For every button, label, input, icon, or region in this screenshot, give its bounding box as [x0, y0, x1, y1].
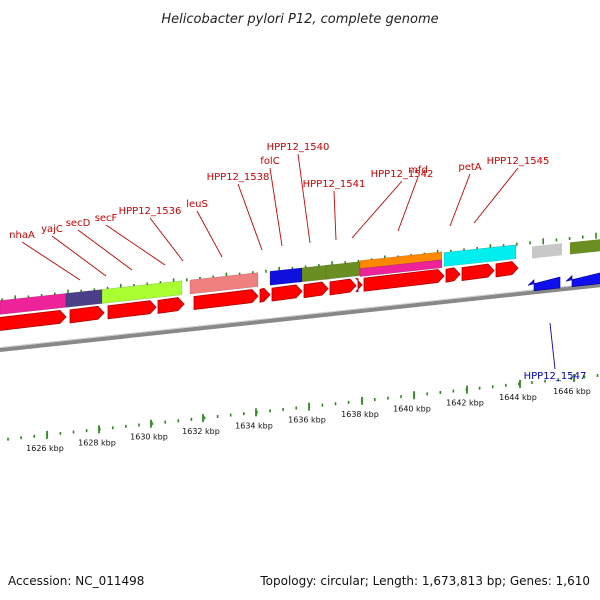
- cog-band-reverse: [570, 239, 600, 255]
- backbone-line: [0, 283, 600, 352]
- gene-label: HPP12_1538: [207, 172, 270, 183]
- backbone-highlight: [0, 282, 600, 348]
- scale-tick-label: 1626 kbp: [26, 444, 64, 453]
- gene-label: HPP12_1541: [303, 179, 366, 190]
- cds-arrow-forward: [0, 309, 67, 331]
- cog-band: [325, 261, 361, 280]
- scale-tick-label: 1640 kbp: [393, 404, 431, 413]
- cog-band: [301, 264, 331, 283]
- scale-tick-label: 1644 kbp: [499, 393, 537, 402]
- gene-leader-line: [105, 224, 166, 266]
- gene-label: folC: [260, 156, 279, 167]
- cds-arrow-reverse: [565, 272, 600, 288]
- gene-leader-line: [549, 322, 556, 370]
- gene-label: HPP12_1542: [371, 169, 434, 180]
- gene-label: nhaA: [9, 230, 35, 241]
- cds-arrow-forward: [259, 287, 271, 303]
- gene-leader-line: [351, 180, 403, 239]
- genome-backbone: [0, 282, 600, 352]
- cds-arrow-forward: [271, 284, 303, 302]
- cds-arrow-forward: [303, 281, 329, 299]
- cog-band: [443, 244, 517, 267]
- scale-tick-label: 1642 kbp: [446, 399, 484, 408]
- gene-label: HPP12_1540: [267, 142, 330, 153]
- cds-arrow-forward: [363, 269, 445, 292]
- cog-band: [189, 272, 259, 295]
- gene-label: leuS: [186, 199, 208, 210]
- gene-leader-line: [397, 176, 419, 232]
- map-title: Helicobacter pylori P12, complete genome: [161, 12, 438, 27]
- cog-band: [65, 289, 103, 308]
- gene-label: HPP12_1536: [119, 206, 182, 217]
- gene-leader-line: [297, 153, 311, 244]
- scale-tick-label: 1632 kbp: [182, 427, 220, 436]
- cds-arrow-forward: [445, 267, 461, 283]
- scale-tick-label: 1628 kbp: [78, 438, 116, 447]
- cds-arrow-forward: [495, 261, 519, 278]
- gene-label: petA: [458, 162, 481, 173]
- cog-band: [101, 280, 183, 304]
- cds-arrow-forward: [354, 277, 363, 293]
- gene-label: yajC: [41, 224, 63, 235]
- gene-label: secF: [95, 213, 118, 224]
- accession-text: Accession: NC_011498: [8, 574, 145, 588]
- scale-tick-label: 1636 kbp: [288, 416, 326, 425]
- gene-leader-line: [333, 190, 337, 241]
- cog-band: [359, 259, 443, 277]
- scale-tick-label: 1634 kbp: [235, 421, 273, 430]
- cds-arrows: [0, 261, 600, 331]
- cds-arrow-forward: [193, 289, 259, 310]
- scale-tick-ring: [7, 373, 599, 441]
- cog-band-reverse: [532, 243, 562, 259]
- cds-arrow-forward: [157, 297, 185, 314]
- cds-arrow-forward: [69, 305, 105, 324]
- gene-leader-line: [237, 183, 263, 251]
- genome-summary-text: Topology: circular; Length: 1,673,813 bp…: [260, 574, 590, 588]
- gene-leader-line: [449, 173, 471, 227]
- scale-tick-labels: 1626 kbp 1628 kbp 1630 kbp 1632 kbp 1634 kbp…: [26, 387, 591, 453]
- cog-category-bands: [0, 239, 600, 315]
- cds-arrow-forward: [461, 263, 495, 282]
- scale-tick-label: 1630 kbp: [130, 433, 168, 442]
- scale-tick-label: 1646 kbp: [553, 387, 591, 396]
- gene-leader-line: [196, 210, 223, 258]
- gene-leader-line: [21, 241, 81, 281]
- gene-label: HPP12_1547: [524, 371, 587, 382]
- gene-label: secD: [66, 218, 91, 229]
- cds-arrow-reverse: [527, 276, 561, 292]
- gene-leader-line: [473, 167, 519, 224]
- scale-tick-label: 1638 kbp: [341, 410, 379, 419]
- gene-leader-line: [149, 217, 184, 262]
- gene-label-leaders: [21, 153, 556, 370]
- cds-arrow-forward: [107, 300, 157, 320]
- gene-label: HPP12_1545: [487, 156, 550, 167]
- gene-label: mfd: [408, 165, 428, 176]
- cog-band: [269, 267, 303, 286]
- gene-leader-line: [77, 229, 133, 271]
- cds-arrow-forward: [329, 278, 357, 296]
- gene-leader-line: [51, 235, 107, 277]
- gene-leader-line: [269, 167, 283, 247]
